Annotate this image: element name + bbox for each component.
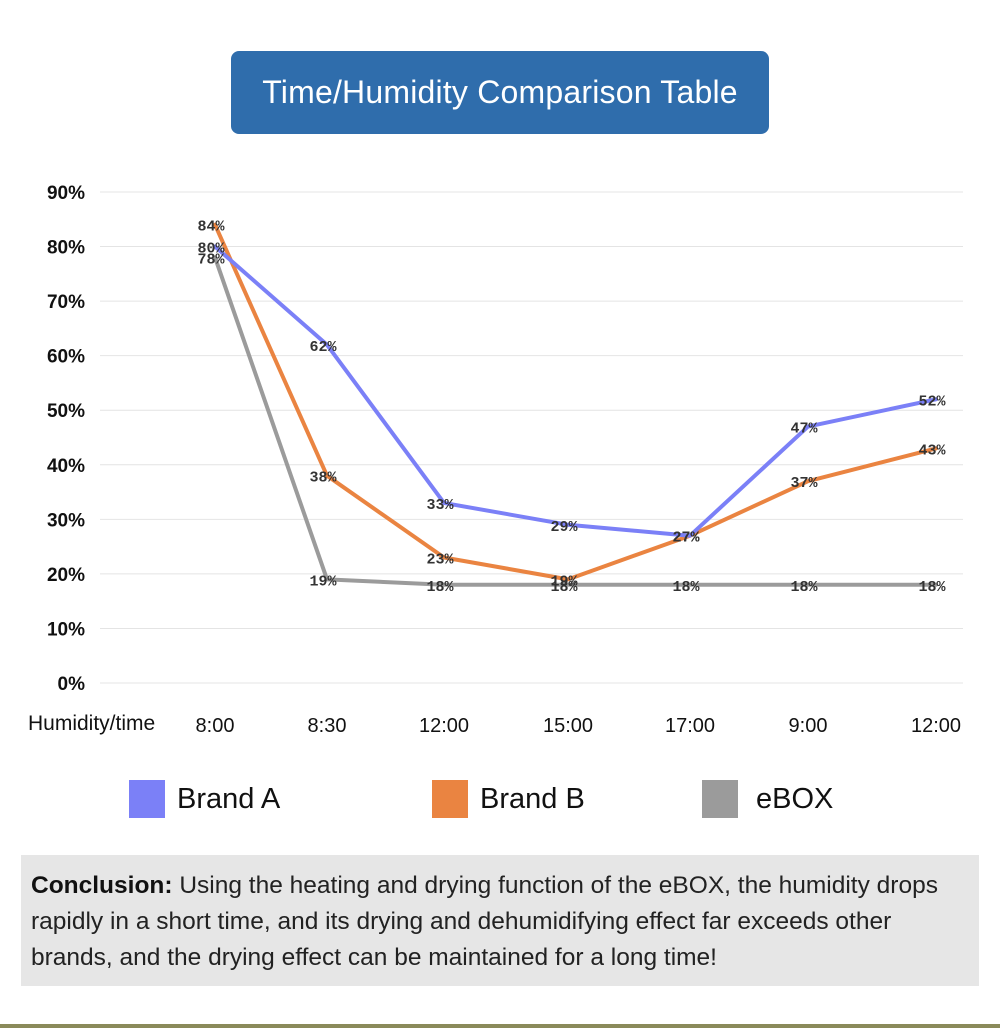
- legend-label-ebox: eBOX: [756, 782, 834, 815]
- data-label-brand-b: 43%: [918, 442, 946, 459]
- x-tick-label: 15:00: [543, 715, 593, 737]
- x-tick-label: 9:00: [789, 715, 828, 737]
- x-tick-label: 12:00: [911, 715, 961, 737]
- x-axis-ticks: Humidity/time 8:00 8:30 12:00 15:00 17:00 9:00…: [28, 712, 961, 737]
- data-label-ebox: 18%: [672, 579, 700, 596]
- series-line-brand-a: [213, 244, 938, 538]
- x-tick-label: 17:00: [665, 715, 715, 737]
- legend-item-ebox: eBOX: [702, 778, 833, 820]
- legend-label-brand-a: Brand A: [177, 782, 281, 815]
- data-label-brand-b: 37%: [790, 475, 818, 492]
- y-tick-label: 60%: [47, 347, 85, 368]
- data-label-ebox: 18%: [426, 579, 454, 596]
- data-label-ebox: 19%: [309, 573, 337, 590]
- legend-swatch-brand-b: [432, 780, 468, 818]
- y-tick-label: 90%: [47, 183, 85, 204]
- y-tick-label: 40%: [47, 456, 85, 477]
- grid-lines: [100, 191, 963, 684]
- x-tick-label: 12:00: [419, 715, 469, 737]
- data-label-brand-b: 23%: [426, 552, 454, 569]
- legend-swatch-ebox: [702, 780, 738, 818]
- data-label-brand-b: 19%: [550, 573, 578, 590]
- chart-title-banner: Time/Humidity Comparison Table: [231, 51, 769, 134]
- data-label-ebox: 18%: [550, 579, 578, 596]
- data-label-brand-a: 29%: [550, 519, 578, 536]
- series-line-ebox: [213, 255, 938, 587]
- y-tick-label: 80%: [47, 238, 85, 259]
- legend-swatch-brand-a: [129, 780, 165, 818]
- y-tick-label: 70%: [47, 292, 85, 313]
- conclusion-text: Using the heating and drying function of…: [31, 872, 938, 971]
- y-axis-ticks: 0% 10% 20% 30% 40% 50% 60% 70% 80% 90%: [47, 183, 85, 695]
- data-label-brand-a: 52%: [918, 393, 946, 410]
- series-line-brand-b: [213, 222, 938, 582]
- footer-divider: [0, 1024, 1000, 1028]
- data-labels: 80%62%33%29%27%47%52%84%38%23%19%27%37%4…: [197, 219, 946, 596]
- y-tick-label: 10%: [47, 619, 85, 640]
- x-axis-title: Humidity/time: [28, 712, 155, 735]
- data-label-ebox: 78%: [197, 251, 225, 268]
- x-tick-label: 8:30: [308, 715, 347, 737]
- humidity-line-chart: 0% 10% 20% 30% 40% 50% 60% 70% 80% 90% Humidity/t…: [28, 183, 963, 737]
- conclusion-label: Conclusion:: [31, 872, 173, 899]
- data-label-brand-b: 27%: [672, 530, 700, 547]
- x-tick-label: 8:00: [196, 715, 235, 737]
- legend-item-brand-a: Brand A: [129, 778, 280, 820]
- y-tick-label: 30%: [47, 510, 85, 531]
- data-label-brand-a: 80%: [197, 241, 225, 258]
- data-label-brand-a: 27%: [672, 530, 700, 547]
- series-lines: [213, 222, 938, 587]
- conclusion-box: Conclusion: Using the heating and drying…: [21, 855, 979, 986]
- y-tick-label: 50%: [47, 401, 85, 422]
- data-label-brand-b: 38%: [309, 470, 337, 487]
- y-tick-label: 20%: [47, 565, 85, 586]
- data-label-brand-b: 84%: [197, 219, 225, 236]
- legend-item-brand-b: Brand B: [432, 778, 585, 820]
- data-label-brand-a: 47%: [790, 421, 818, 438]
- data-label-ebox: 18%: [790, 579, 818, 596]
- legend-label-brand-b: Brand B: [480, 782, 585, 815]
- chart-title: Time/Humidity Comparison Table: [262, 74, 738, 110]
- data-label-ebox: 18%: [918, 579, 946, 596]
- data-label-brand-a: 33%: [426, 497, 454, 514]
- y-tick-label: 0%: [58, 674, 86, 695]
- data-label-brand-a: 62%: [309, 339, 337, 356]
